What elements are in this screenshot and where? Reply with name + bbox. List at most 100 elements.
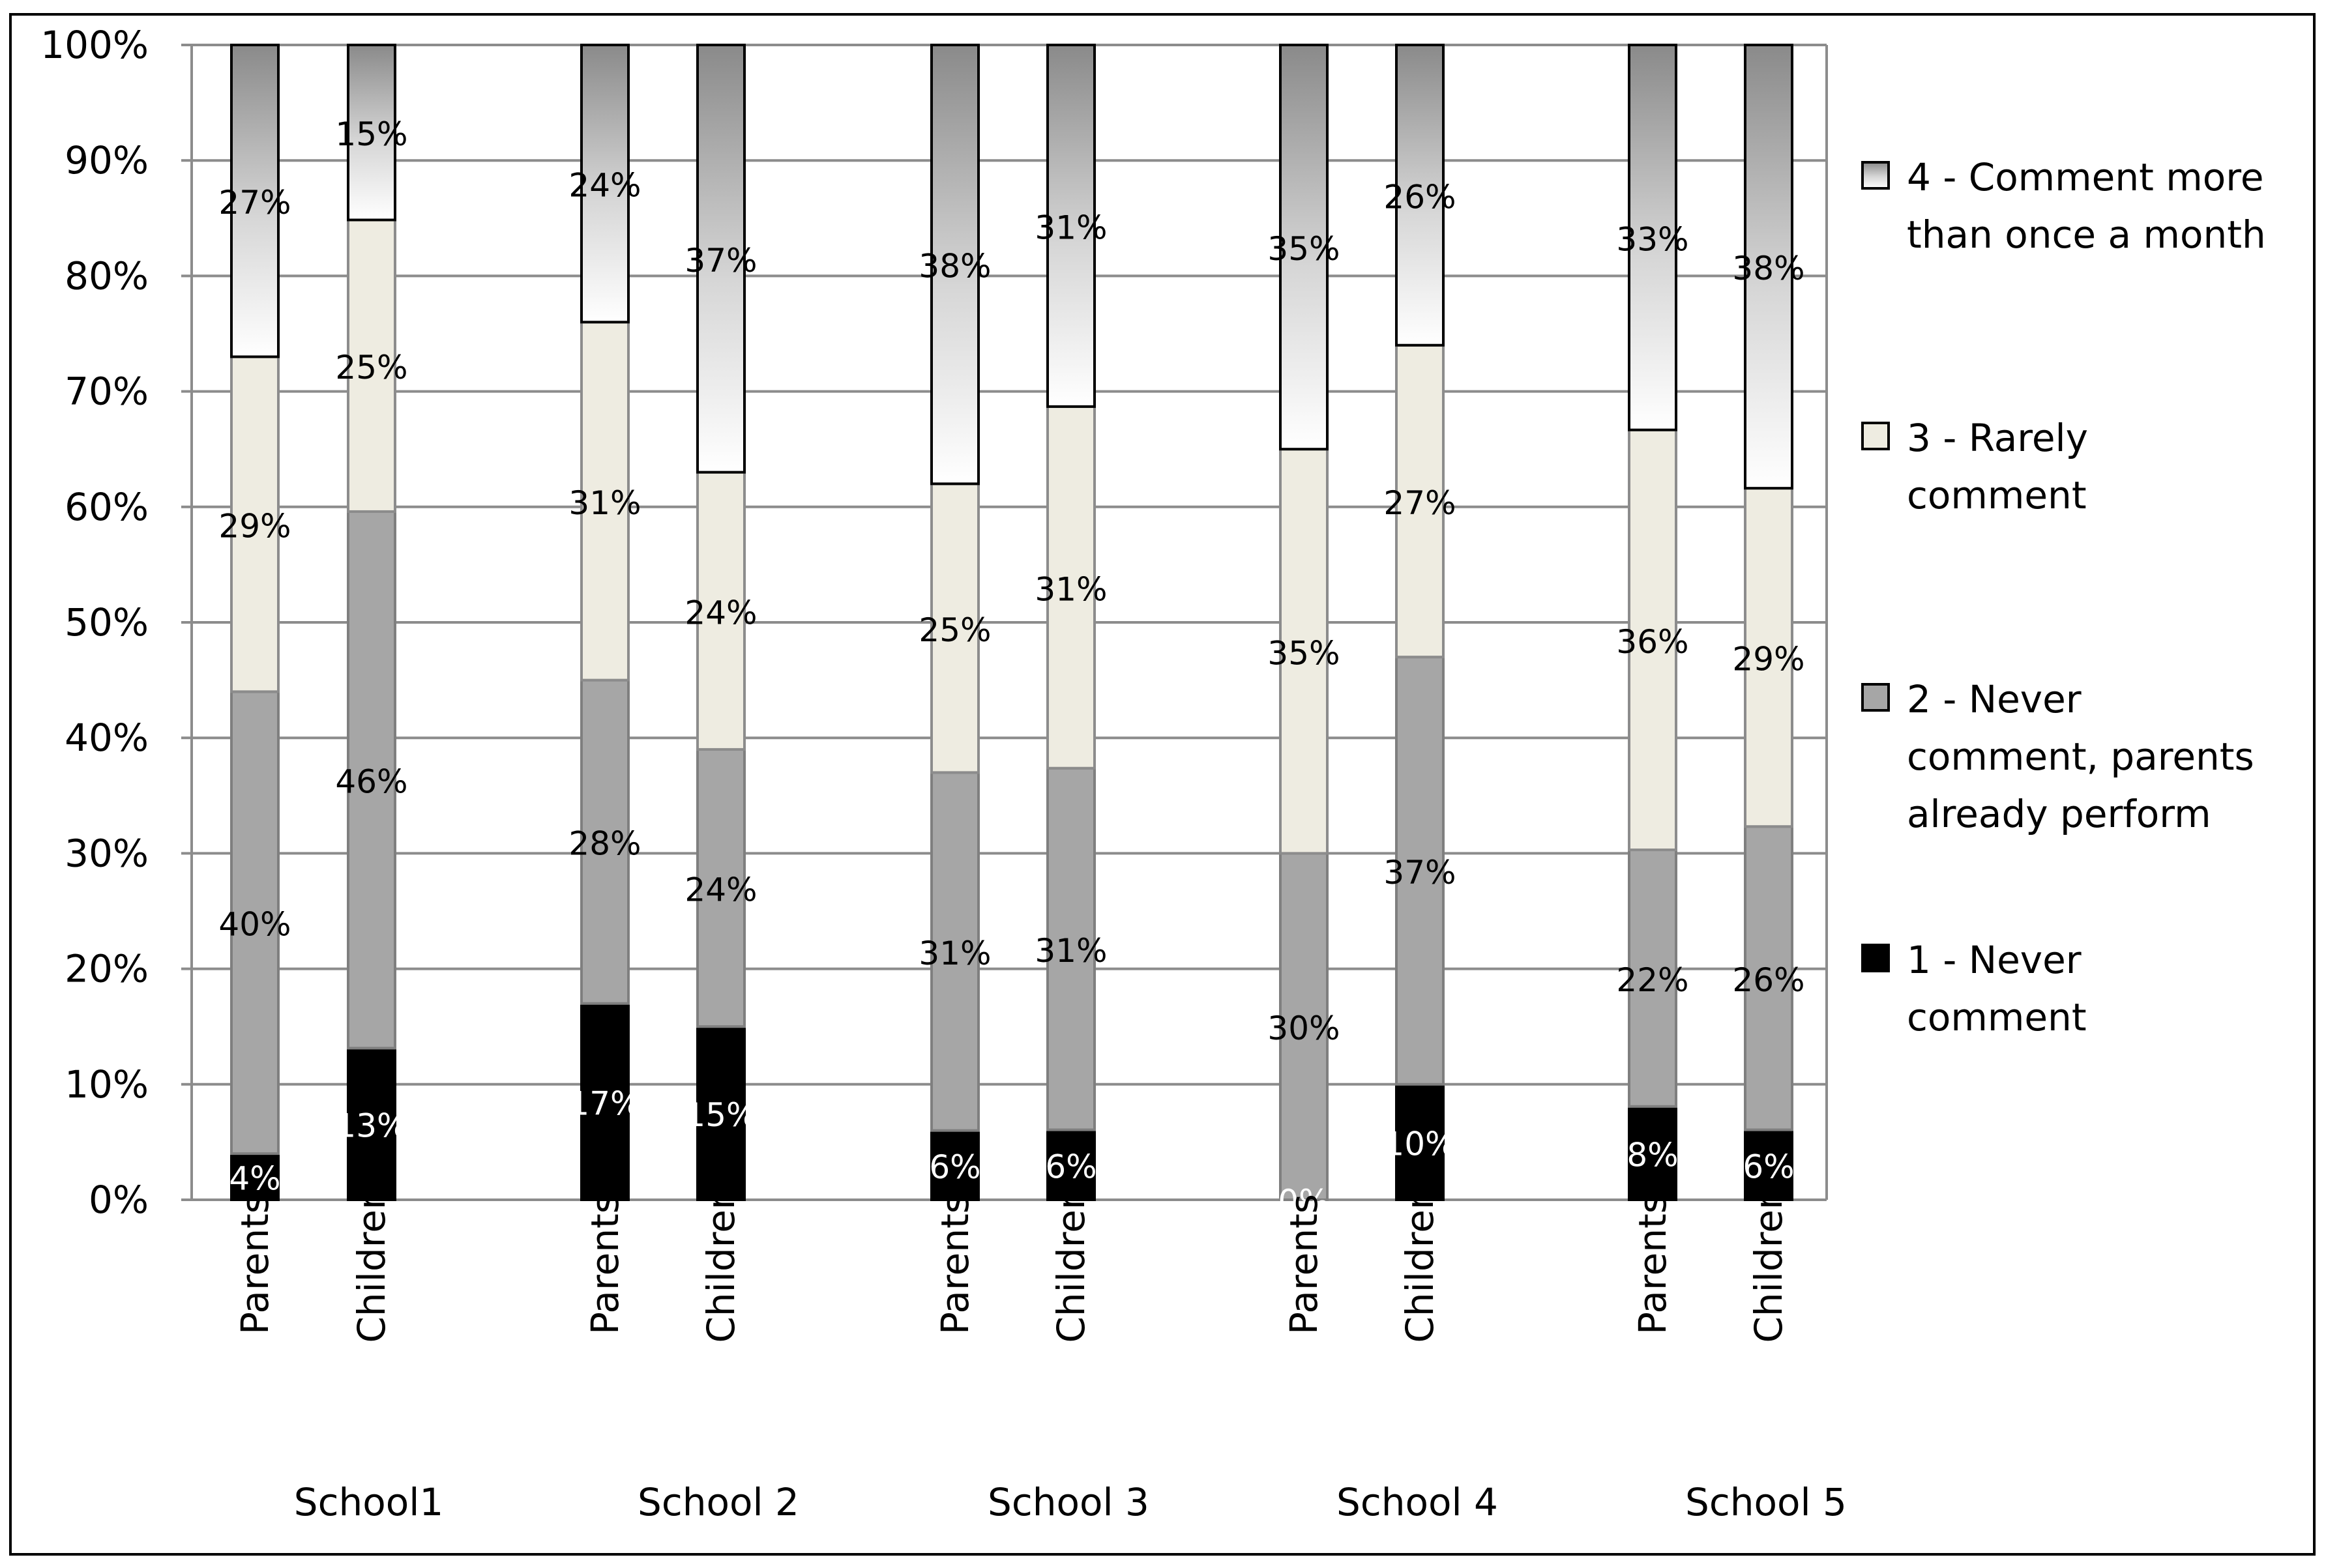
bar-segment-comment-more-than-monthly bbox=[1395, 44, 1445, 347]
legend-swatch bbox=[1861, 161, 1890, 190]
y-tick-label: 80% bbox=[65, 254, 149, 298]
data-label: 24% bbox=[685, 871, 757, 909]
legend-label: than once a month bbox=[1907, 212, 2266, 257]
bar-segment-never-comment bbox=[580, 1002, 630, 1201]
category-label: Parents bbox=[1282, 1194, 1326, 1335]
bar-segment-rarely-comment bbox=[1046, 405, 1096, 770]
bar-segment-never-comment-parents-perform bbox=[347, 510, 396, 1050]
bar-segment-comment-more-than-monthly bbox=[696, 44, 746, 474]
data-label: 0% bbox=[1278, 1183, 1329, 1221]
bar-segment-comment-more-than-monthly bbox=[230, 44, 280, 358]
category-label: Parents bbox=[233, 1194, 277, 1335]
data-label: 25% bbox=[335, 349, 407, 386]
data-label: 38% bbox=[919, 248, 991, 285]
data-label: 31% bbox=[1035, 209, 1107, 246]
data-label: 35% bbox=[1267, 634, 1340, 672]
bar-segment-rarely-comment bbox=[230, 355, 280, 693]
data-label: 25% bbox=[919, 611, 991, 649]
y-axis: 0% 10% 20% 30% 40% 50% 60% 70% 80% 90% 100% bbox=[40, 23, 1828, 1222]
bar-segment-comment-more-than-monthly bbox=[1628, 44, 1677, 431]
y-tick-label: 90% bbox=[65, 138, 149, 182]
bar-segment-rarely-comment bbox=[930, 482, 980, 774]
data-label: 33% bbox=[1616, 220, 1688, 258]
category-label: Parents bbox=[933, 1194, 977, 1335]
y-tick-label: 60% bbox=[65, 485, 149, 529]
y-tick-label: 0% bbox=[89, 1178, 149, 1222]
data-label: 10% bbox=[1383, 1125, 1456, 1163]
data-label: 28% bbox=[568, 825, 641, 863]
bar-segment-comment-more-than-monthly bbox=[1046, 44, 1096, 408]
legend-label: already perform bbox=[1907, 792, 2211, 836]
group-label: School1 bbox=[294, 1480, 443, 1524]
data-label: 38% bbox=[1732, 250, 1804, 287]
data-label: 15% bbox=[685, 1096, 757, 1134]
category-label: Children bbox=[349, 1185, 394, 1343]
category-label: Children bbox=[699, 1185, 743, 1343]
data-label: 15% bbox=[335, 115, 407, 153]
bar-segment-rarely-comment bbox=[347, 218, 396, 513]
bar-segment-never-comment-parents-perform bbox=[1628, 849, 1677, 1108]
group-label: School 2 bbox=[638, 1480, 799, 1524]
data-label: 8% bbox=[1627, 1136, 1678, 1174]
data-label: 30% bbox=[1267, 1009, 1340, 1047]
bar-segment-never-comment bbox=[347, 1047, 396, 1201]
bar-segment-comment-more-than-monthly bbox=[930, 44, 980, 486]
legend-label: comment bbox=[1907, 473, 2087, 517]
category-label: Parents bbox=[583, 1194, 627, 1335]
bar-segment-comment-more-than-monthly bbox=[1279, 44, 1329, 451]
bar-segment-never-comment-parents-perform bbox=[696, 748, 746, 1028]
data-label: 26% bbox=[1732, 961, 1804, 999]
data-label: 29% bbox=[1732, 641, 1804, 678]
gridlines bbox=[192, 44, 1827, 1201]
category-label: Parents bbox=[1630, 1194, 1675, 1335]
legend-label: 1 - Never bbox=[1907, 938, 2082, 982]
bar-segment-never-comment bbox=[1046, 1128, 1096, 1202]
data-label: 31% bbox=[919, 935, 991, 972]
data-label: 37% bbox=[1383, 854, 1456, 892]
data-label: 13% bbox=[335, 1107, 407, 1145]
bar-segment-comment-more-than-monthly bbox=[1744, 44, 1793, 490]
data-label: 6% bbox=[929, 1148, 980, 1186]
bar-segment-never-comment-parents-perform bbox=[1046, 766, 1096, 1131]
bar-segment-never-comment bbox=[696, 1025, 746, 1201]
data-label: 31% bbox=[1035, 932, 1107, 970]
x-axis-labels: Parents Children Parents Children Parents Chi… bbox=[233, 1185, 1847, 1524]
legend-label: comment bbox=[1907, 995, 2087, 1039]
data-label: 17% bbox=[568, 1084, 641, 1122]
bar-segment-never-comment-parents-perform bbox=[580, 678, 630, 1005]
data-label: 27% bbox=[218, 184, 291, 222]
bar-segment-never-comment-parents-perform bbox=[1744, 825, 1793, 1131]
y-tick-label: 20% bbox=[65, 947, 149, 991]
group-label: School 5 bbox=[1685, 1480, 1847, 1524]
bars bbox=[230, 44, 1793, 1202]
data-label: 4% bbox=[229, 1160, 280, 1198]
y-tick-label: 10% bbox=[65, 1062, 149, 1107]
y-tick-label: 100% bbox=[40, 23, 149, 67]
legend: 4 - Comment more than once a month 3 - Rar… bbox=[1861, 155, 2266, 1039]
data-label: 36% bbox=[1616, 623, 1688, 661]
data-label: 29% bbox=[218, 507, 291, 545]
legend-label: 4 - Comment more bbox=[1907, 155, 2264, 199]
data-label: 22% bbox=[1616, 961, 1688, 999]
legend-label: comment, parents bbox=[1907, 734, 2254, 779]
legend-label: 2 - Never bbox=[1907, 677, 2082, 721]
data-labels: 4% 40% 29% 27% 13% 46% 25% 15% 17% 28% 31% 24% 15% 24… bbox=[218, 115, 1804, 1221]
data-label: 37% bbox=[685, 242, 757, 280]
y-tick-label: 70% bbox=[65, 370, 149, 414]
data-label: 40% bbox=[218, 906, 291, 944]
data-label: 24% bbox=[568, 167, 641, 205]
data-label: 35% bbox=[1267, 230, 1340, 268]
y-tick-label: 30% bbox=[65, 831, 149, 875]
group-label: School 3 bbox=[988, 1480, 1149, 1524]
bar-segment-rarely-comment bbox=[1279, 448, 1329, 855]
y-tick-label: 40% bbox=[65, 716, 149, 760]
category-label: Children bbox=[1746, 1185, 1791, 1343]
bar-segment-comment-more-than-monthly bbox=[347, 44, 396, 222]
category-label: Children bbox=[1398, 1185, 1442, 1343]
data-label: 6% bbox=[1743, 1148, 1794, 1185]
data-label: 31% bbox=[568, 484, 641, 522]
legend-swatch bbox=[1861, 944, 1890, 972]
data-label: 46% bbox=[335, 763, 407, 801]
bar-segment-rarely-comment bbox=[1628, 428, 1677, 852]
